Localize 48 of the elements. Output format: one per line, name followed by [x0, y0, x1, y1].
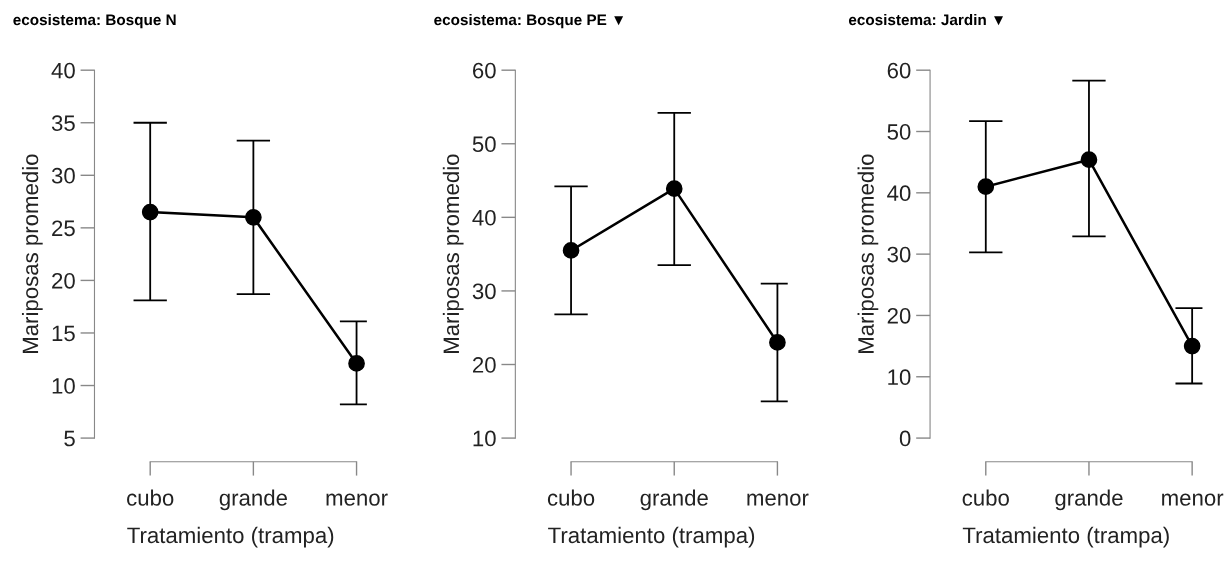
x-tick-label: menor: [326, 493, 388, 506]
x-axis-title: Tratamiento (trampa): [962, 526, 1169, 548]
y-tick-label: 50: [472, 136, 496, 153]
y-tick-label: 30: [51, 167, 75, 184]
x-axis-title: Tratamiento (trampa): [548, 526, 755, 548]
point: [1080, 151, 1098, 169]
y-tick-label: 0: [899, 430, 911, 447]
y-tick-label: 20: [887, 307, 911, 324]
y-tick-label: 35: [51, 115, 75, 132]
y-tick-label: 60: [473, 62, 496, 79]
point: [1183, 337, 1201, 355]
y-axis-title: Mariposas promedio: [857, 154, 879, 353]
y-axis-title: Mariposas promedio: [21, 154, 43, 353]
y-tick-label: 40: [51, 62, 75, 79]
x-tick-label: cubo: [547, 489, 595, 506]
x-axis-title: Tratamiento (trampa): [127, 526, 334, 548]
y-tick-label: 60: [887, 62, 911, 79]
point: [977, 178, 995, 196]
y-tick-label: 15: [52, 325, 75, 342]
x-tick-label: menor: [747, 493, 809, 506]
y-tick-label: 20: [472, 357, 496, 373]
x-tick-label: cubo: [962, 489, 1009, 506]
chart-title: ecosistema: Jardin ▼: [848, 13, 1004, 26]
y-tick-label: 30: [887, 246, 911, 263]
point: [562, 242, 580, 259]
point: [245, 209, 262, 226]
x-tick-label: cubo: [127, 489, 174, 506]
point: [141, 203, 159, 221]
y-tick-label: 10: [52, 378, 75, 394]
y-tick-label: 40: [472, 209, 496, 226]
point: [769, 334, 786, 351]
y-tick-label: 40: [887, 185, 911, 202]
chart-title: ecosistema: Bosque N: [13, 13, 176, 29]
x-tick-label: grande: [1055, 489, 1123, 511]
y-axis-title: Mariposas promedio: [442, 154, 464, 353]
y-tick-label: 50: [887, 124, 911, 140]
y-tick-label: 10: [473, 430, 496, 447]
x-tick-label: grande: [640, 489, 708, 511]
point: [665, 180, 683, 197]
y-tick-label: 5: [64, 430, 75, 447]
x-tick-label: menor: [1162, 493, 1224, 506]
x-tick-label: grande: [219, 489, 287, 511]
y-tick-label: 25: [52, 220, 75, 237]
y-tick-label: 10: [888, 369, 911, 386]
chart-title: ecosistema: Bosque PE ▼: [434, 13, 624, 29]
y-tick-label: 20: [52, 272, 75, 289]
y-tick-label: 30: [472, 283, 496, 300]
point: [348, 355, 365, 372]
